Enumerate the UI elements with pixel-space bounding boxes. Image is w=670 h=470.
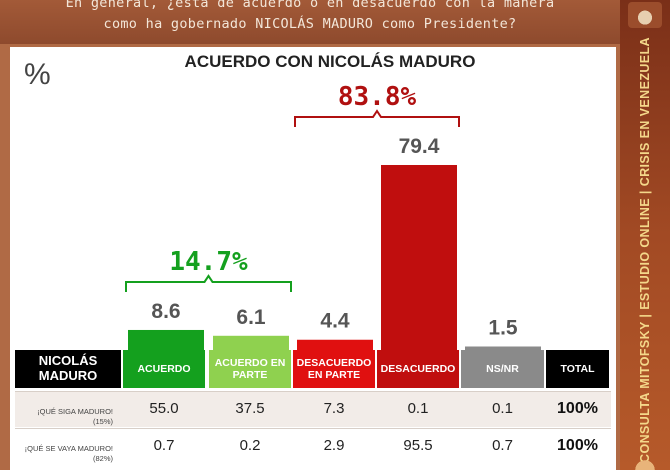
bracket-total-label: 14.7% <box>169 247 248 277</box>
table-cell: 0.1 <box>407 400 429 417</box>
column-header: DESACUERDO EN PARTE <box>293 350 375 388</box>
row-label-text: ¡QUÉ SIGA MADURO! <box>37 407 113 417</box>
brand-vertical-text: CONSULTA MITOFSKY | ESTUDIO ONLINE | CRI… <box>638 37 652 463</box>
question-line-2: como ha gobernado NICOLÁS MADURO como Pr… <box>103 16 517 32</box>
bar-4 <box>381 164 457 350</box>
table-cell: 95.5 <box>403 437 433 454</box>
question-line-1: En general, ¿está de acuerdo o en desacu… <box>65 0 555 11</box>
brand-sidebar: CONSULTA MITOFSKY | ESTUDIO ONLINE | CRI… <box>620 0 670 470</box>
bar-2 <box>213 335 289 350</box>
bar-value-label: 8.6 <box>151 300 180 323</box>
bar-value-label: 6.1 <box>236 306 266 329</box>
bar-value-label: 4.4 <box>320 310 350 333</box>
row-label-share: (82%) <box>92 453 113 463</box>
row-label: ¡QUÉ SIGA MADURO! (15%) <box>15 391 119 426</box>
column-header: NS/NR <box>461 350 544 388</box>
bar-value-label: 1.5 <box>488 317 518 340</box>
row-total: 100% <box>557 399 598 417</box>
bracket-1 <box>125 274 292 292</box>
table-row <box>15 391 611 427</box>
bracket-total-label: 83.8% <box>338 82 417 112</box>
corner-header: NICOLÁS MADURO <box>15 350 121 388</box>
table-cell: 0.1 <box>492 400 513 417</box>
table-cell: 7.3 <box>323 400 345 417</box>
brand-logo-icon <box>628 2 662 28</box>
column-header: ACUERDO EN PARTE <box>209 350 291 388</box>
table-cell: 0.7 <box>153 437 175 454</box>
bar-1 <box>128 329 204 350</box>
row-total: 100% <box>557 436 598 454</box>
table-row <box>15 428 611 464</box>
bar-chart: 8.6 6.1 4.4 79.4 1.5 14.7% 83.8% <box>125 82 541 350</box>
percent-symbol: % <box>24 58 51 91</box>
table-cell: 55.0 <box>149 400 179 417</box>
column-header: ACUERDO <box>123 350 205 388</box>
chart-title: ACUERDO CON NICOLÁS MADURO <box>184 52 476 71</box>
brand-emblem-icon <box>629 452 661 470</box>
row-label-share: (15%) <box>92 416 113 426</box>
table-cell: 0.2 <box>239 437 261 454</box>
bracket-2 <box>294 109 460 127</box>
bar-5 <box>465 346 541 350</box>
row-label: ¡QUÉ SE VAYA MADURO! (82%) <box>15 428 119 463</box>
row-label-text: ¡QUÉ SE VAYA MADURO! <box>24 444 113 454</box>
question-header: En general, ¿está de acuerdo o en desacu… <box>0 0 620 44</box>
table-cell: 37.5 <box>235 400 265 417</box>
table-cell: 2.9 <box>323 437 345 454</box>
bar-3 <box>297 339 373 350</box>
bar-value-label: 79.4 <box>399 135 440 158</box>
total-header: TOTAL <box>546 350 609 388</box>
table-cell: 0.7 <box>492 437 513 454</box>
column-header: DESACUERDO <box>377 350 459 388</box>
